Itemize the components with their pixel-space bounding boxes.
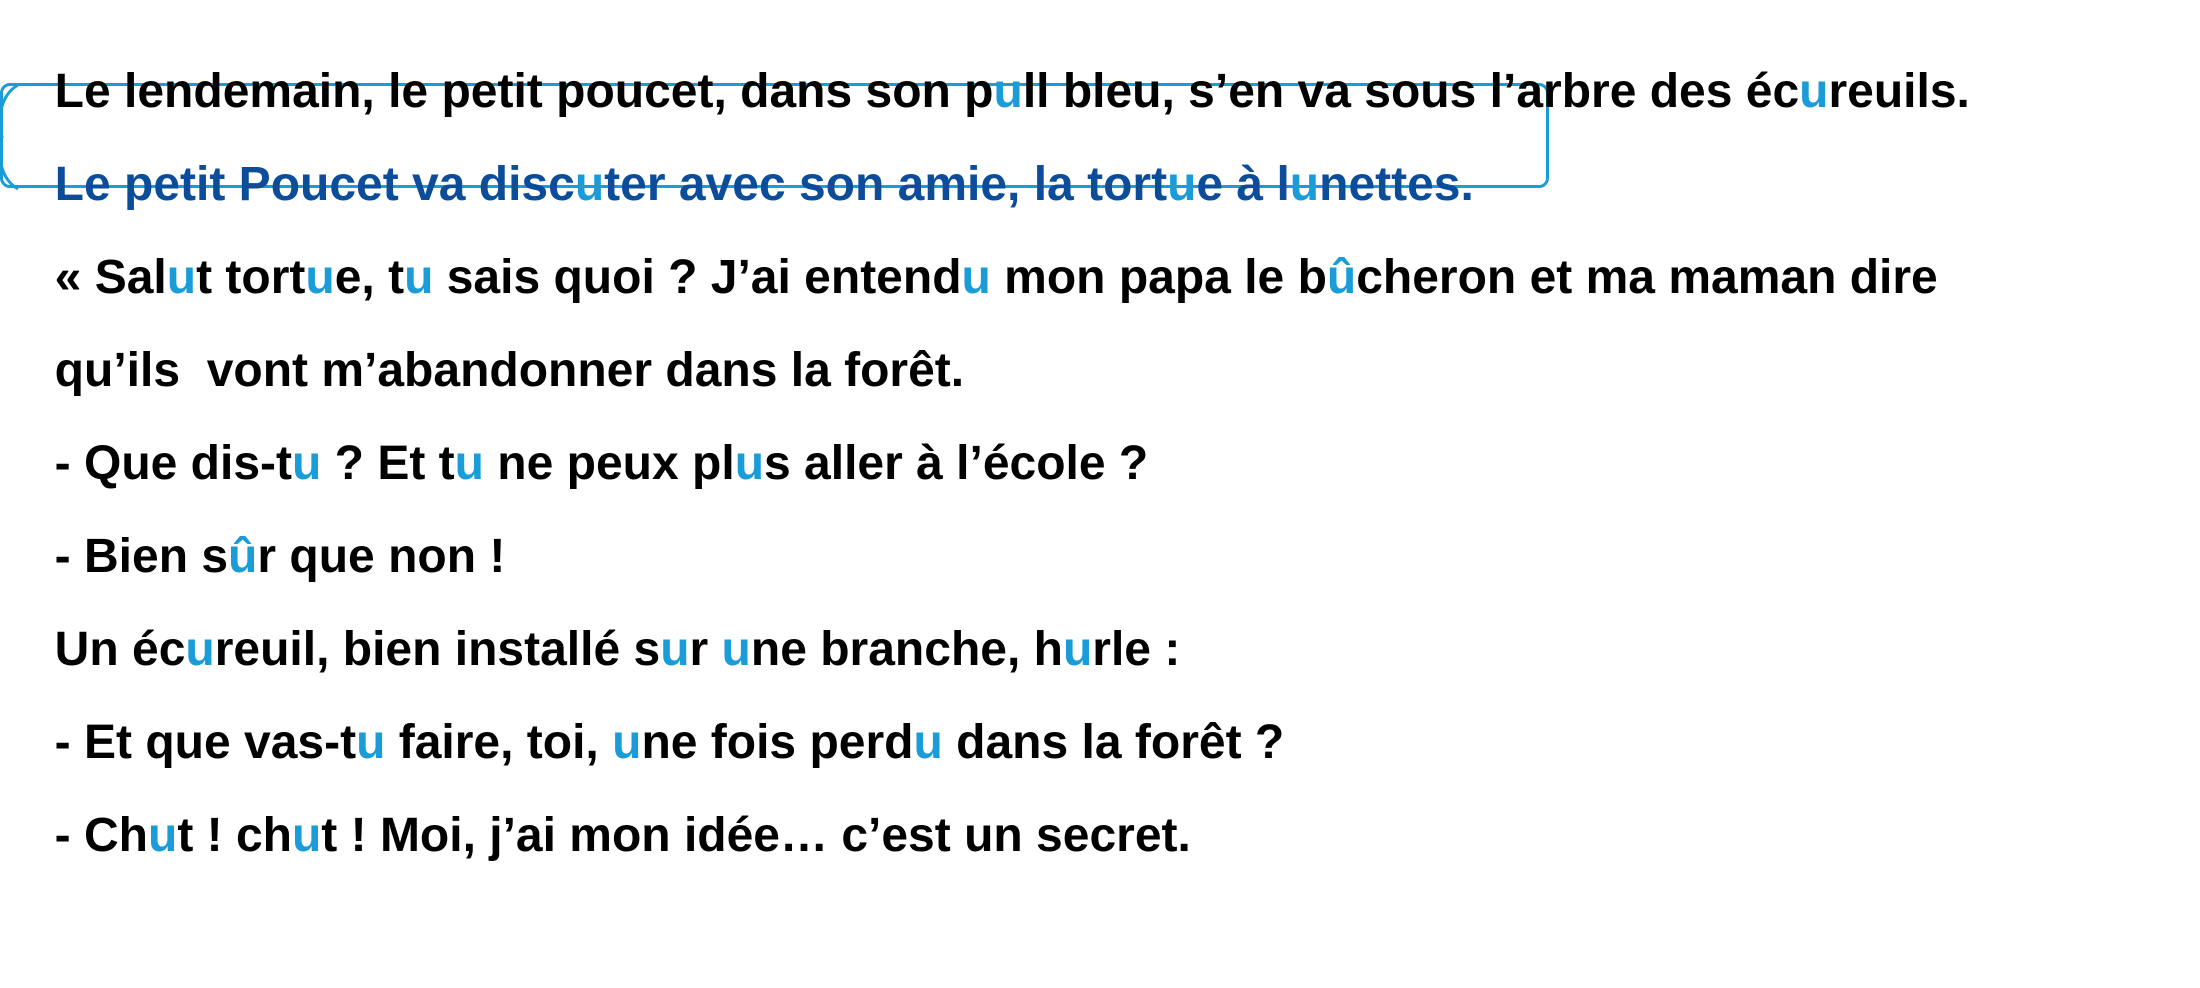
text-segment: reuil, bien installé s xyxy=(214,623,661,676)
text-segment: ter avec son amie, la tort xyxy=(604,158,1168,211)
text-segment: r xyxy=(689,623,722,676)
vowel-u: u xyxy=(147,809,178,862)
text-segment: e à l xyxy=(1196,158,1290,211)
text-segment: e, t xyxy=(334,251,405,304)
text-line-8: - Et que vas-tu faire, toi, une fois per… xyxy=(28,671,1285,769)
vowel-u: u xyxy=(1799,65,1829,118)
text-segment: t ! ch xyxy=(177,809,292,862)
text-segment: rle : xyxy=(1092,623,1181,676)
vowel-u: u xyxy=(721,623,751,676)
vowel-u: u xyxy=(454,437,484,490)
vowel-u-circumflex: û xyxy=(228,530,258,583)
vowel-u: u xyxy=(961,251,991,304)
text-line-3: « Salut tortue, tu sais quoi ? J’ai ente… xyxy=(28,206,1938,302)
vowel-u: u xyxy=(305,251,335,304)
vowel-u: u xyxy=(166,251,197,304)
text-segment: Un éc xyxy=(54,623,186,676)
vowel-u: u xyxy=(993,65,1023,118)
vowel-u: u xyxy=(734,437,765,490)
vowel-u: u xyxy=(1289,158,1320,211)
vowel-u: u xyxy=(612,716,642,769)
text-line-1: Le lendemain, le petit poucet, dans son … xyxy=(28,20,1970,116)
text-segment: t tort xyxy=(196,251,306,304)
text-line-5: - Que dis-tu ? Et tu ne peux plus aller … xyxy=(28,392,1149,490)
text-segment: mon papa le b xyxy=(990,251,1327,304)
text-line-2-highlighted: Le petit Poucet va discuter avec son ami… xyxy=(28,113,1474,209)
vowel-u: u xyxy=(356,716,386,769)
text-segment: Le petit Poucet va disc xyxy=(54,158,575,211)
text-segment: - Et que vas-t xyxy=(54,716,357,769)
vowel-u: u xyxy=(1062,623,1093,676)
text-segment: ne peux pl xyxy=(483,437,735,490)
text-segment: cheron et ma maman dire xyxy=(1356,251,1938,304)
vowel-u: u xyxy=(291,809,322,862)
vowel-u: u xyxy=(913,716,943,769)
bracket-shape xyxy=(0,83,19,191)
text-line-4: qu’ils vont m’abandonner dans la forêt. xyxy=(28,299,964,395)
text-segment: « Sal xyxy=(54,251,167,304)
text-segment: faire, toi, xyxy=(385,716,613,769)
text-segment: - Ch xyxy=(54,809,148,862)
text-segment: sais quoi ? J’ai entend xyxy=(433,251,962,304)
vowel-u: u xyxy=(404,251,434,304)
text-segment: - Que dis-t xyxy=(54,437,292,490)
text-segment: ne fois perd xyxy=(641,716,914,769)
vowel-u-circumflex: û xyxy=(1326,251,1357,304)
text-segment: reuils. xyxy=(1828,65,1970,118)
text-segment: ll bleu, s’en va sous l’arbre des éc xyxy=(1022,65,1800,118)
vowel-u: u xyxy=(292,437,322,490)
text-segment: nettes. xyxy=(1319,158,1474,211)
text-segment: dans la forêt ? xyxy=(942,716,1285,769)
vowel-u: u xyxy=(660,623,690,676)
text-segment: ne branche, h xyxy=(750,623,1063,676)
text-line-7: Un écureuil, bien installé sur une branc… xyxy=(28,578,1181,676)
text-line-9: - Chut ! chut ! Moi, j’ai mon idée… c’es… xyxy=(28,764,1191,860)
text-segment: s aller à l’école ? xyxy=(764,437,1149,490)
text-segment: r que non ! xyxy=(257,530,506,583)
vowel-u: u xyxy=(185,623,215,676)
text-segment: - Bien s xyxy=(54,530,229,583)
vowel-u: u xyxy=(1167,158,1197,211)
text-line-6: - Bien sûr que non ! xyxy=(28,485,506,583)
text-segment: Le lendemain, le petit poucet, dans son … xyxy=(54,65,994,118)
vowel-u: u xyxy=(574,158,605,211)
text-segment: qu’ils vont m’abandonner dans la forêt. xyxy=(54,344,965,397)
text-segment: t ! Moi, j’ai mon idée… c’est un secret. xyxy=(321,809,1191,862)
text-segment: ? Et t xyxy=(321,437,455,490)
